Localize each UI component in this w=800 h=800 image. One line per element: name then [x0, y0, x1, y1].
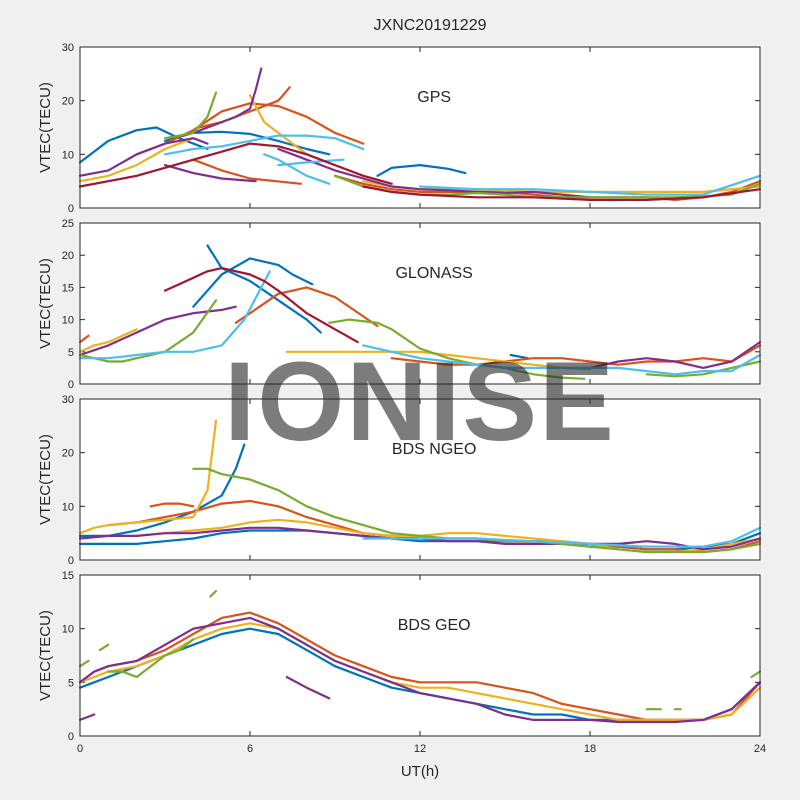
series-line-21	[362, 185, 762, 201]
y-tick-label: 20	[62, 250, 74, 262]
series-line-3	[135, 102, 365, 156]
panel-bds-ngeo: 0 10 20 30 BDS NGEO VTEC(TECU)	[37, 394, 762, 567]
series-line-3	[78, 334, 90, 344]
series-line-11	[328, 318, 586, 380]
x-tick-label: 12	[414, 743, 426, 755]
series-line-4	[78, 713, 96, 721]
series-line-7	[98, 643, 110, 652]
series-line-11	[192, 67, 263, 134]
x-tick-label: 24	[754, 743, 766, 755]
y-tick-label: 15	[62, 570, 74, 582]
series-line-16	[163, 134, 365, 156]
chart-panels: 0 10 20 30 GPS VTEC(TECU) 0 5 10 15 20 25 GLONASS VTE…	[37, 42, 766, 780]
series-line-12	[750, 670, 762, 679]
panel-label: BDS GEO	[398, 617, 471, 634]
plot-frame	[79, 398, 761, 561]
y-tick-label: 0	[68, 555, 74, 567]
panel-label: GPS	[417, 89, 451, 106]
y-tick-label: 0	[68, 379, 74, 391]
series-line-18	[277, 158, 345, 167]
series-line-9	[588, 341, 762, 369]
y-tick-label: 20	[62, 448, 74, 460]
y-tick-label: 5	[68, 677, 74, 689]
series-line-20	[78, 142, 393, 188]
y-tick-label: 10	[62, 315, 74, 327]
panel-glonass: 0 5 10 15 20 25 GLONASS VTEC(TECU)	[37, 218, 762, 391]
y-tick-label: 30	[62, 42, 74, 54]
series-line-6	[78, 659, 90, 668]
y-tick-label: 10	[62, 149, 74, 161]
x-axis-label: UT(h)	[401, 763, 439, 780]
panel-bds-geo: 0 5 10 15 0 6 12 18 24 BDS GEO VTEC(TECU) UT(h)	[37, 570, 766, 780]
series-line-4	[78, 419, 218, 535]
series-line-5	[192, 158, 303, 185]
x-tick-label: 6	[247, 743, 253, 755]
series-line-2	[509, 353, 529, 360]
x-tick-label: 0	[77, 743, 83, 755]
y-axis-label: VTEC(TECU)	[37, 610, 54, 701]
watermark: IONISE	[224, 339, 616, 464]
series-line-8	[78, 305, 237, 357]
y-tick-label: 5	[68, 347, 74, 359]
series-line-14	[362, 344, 762, 376]
series-line-0	[206, 244, 322, 334]
series-line-4	[234, 286, 379, 328]
series-line-13	[78, 270, 271, 360]
y-tick-label: 10	[62, 501, 74, 513]
y-axis-label: VTEC(TECU)	[37, 434, 54, 525]
y-tick-label: 20	[62, 96, 74, 108]
panel-gps: 0 10 20 30 GPS VTEC(TECU)	[37, 42, 762, 215]
series-line-9	[209, 590, 218, 598]
y-axis-label: VTEC(TECU)	[37, 258, 54, 349]
series-line-15	[163, 267, 359, 344]
y-tick-label: 10	[62, 624, 74, 636]
series-line-8	[107, 638, 195, 679]
series-line-3	[149, 502, 195, 508]
figure-title: JXNC20191229	[374, 17, 487, 34]
y-tick-label: 0	[68, 731, 74, 743]
x-tick-label: 18	[584, 743, 596, 755]
panel-label: GLONASS	[395, 265, 472, 282]
y-tick-label: 30	[62, 394, 74, 406]
y-axis-label: VTEC(TECU)	[37, 82, 54, 173]
plot-frame	[79, 574, 761, 737]
y-tick-label: 15	[62, 282, 74, 294]
plot-area	[80, 47, 760, 208]
series-line-12	[163, 164, 257, 183]
plot-frame	[79, 46, 761, 209]
series-line-14	[163, 91, 218, 140]
series-line-8	[362, 526, 762, 548]
series-line-5	[390, 344, 762, 366]
series-line-2	[376, 164, 467, 177]
y-tick-label: 0	[68, 203, 74, 215]
y-tick-label: 25	[62, 218, 74, 230]
plot-frame	[79, 222, 761, 385]
series-line-19	[418, 174, 762, 196]
series-line-7	[78, 137, 195, 183]
series-line-10	[78, 137, 209, 177]
panel-label: BDS NGEO	[392, 441, 476, 458]
series-line-3	[78, 616, 762, 724]
series-line-6	[78, 328, 138, 353]
series-line-1	[192, 257, 314, 308]
series-line-17	[263, 153, 331, 185]
series-line-13	[277, 147, 592, 199]
series-line-5	[285, 675, 331, 700]
plot-area	[80, 575, 760, 736]
